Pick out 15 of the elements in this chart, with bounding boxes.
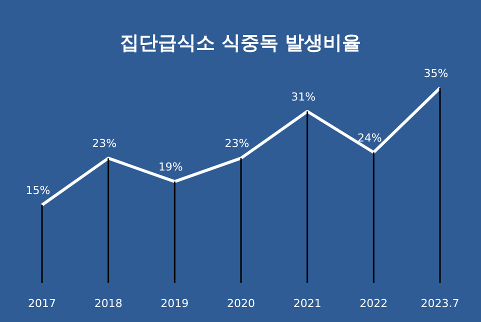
data-label: 24% bbox=[357, 131, 382, 144]
x-tick-label: 2023.7 bbox=[420, 296, 460, 310]
x-tick-label: 2022 bbox=[360, 296, 388, 310]
data-label: 35% bbox=[424, 67, 448, 80]
data-label: 19% bbox=[158, 160, 183, 174]
chart-title: 집단급식소 식중독 발생비율 bbox=[118, 31, 362, 56]
data-label: 23% bbox=[224, 137, 250, 150]
x-tick-label: 2018 bbox=[94, 296, 122, 310]
data-label: 23% bbox=[92, 137, 117, 150]
x-tick-label: 2020 bbox=[227, 296, 255, 310]
x-tick-label: 2017 bbox=[28, 296, 56, 310]
data-label: 31% bbox=[291, 90, 316, 104]
x-tick-label: 2021 bbox=[293, 296, 322, 310]
data-label: 15% bbox=[26, 184, 50, 197]
x-tick-label: 2019 bbox=[160, 296, 189, 310]
